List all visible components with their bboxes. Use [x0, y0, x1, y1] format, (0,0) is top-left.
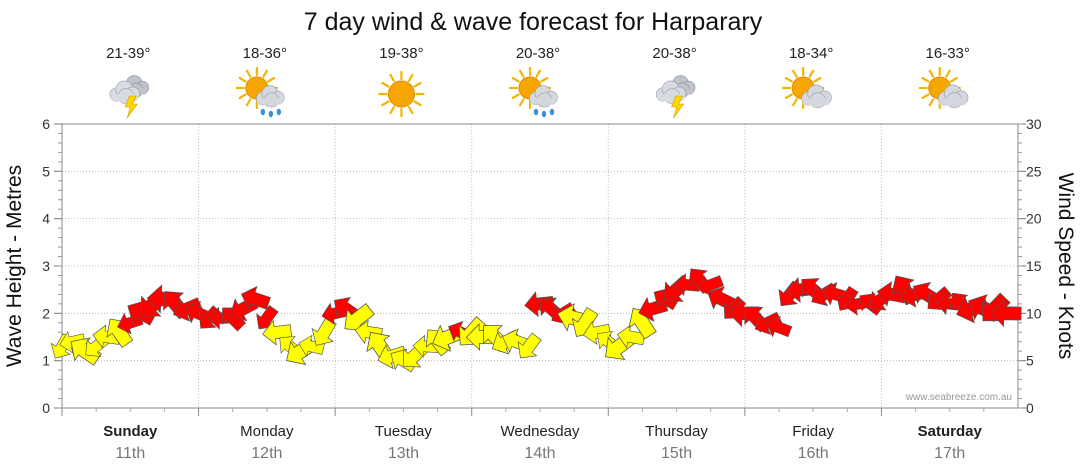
- grid-lines: [62, 124, 1018, 408]
- rain-drop-shape: [276, 108, 282, 116]
- temperature-label: 20-38°: [652, 45, 696, 62]
- left-tick-label: 6: [42, 116, 50, 132]
- right-tick-label: 20: [1026, 211, 1042, 227]
- wind-arrow: [707, 286, 737, 311]
- partly-cloudy-icon: [918, 66, 969, 110]
- temperature-label: 18-34°: [789, 45, 833, 62]
- left-axis-title: Wave Height - Metres: [3, 165, 26, 367]
- temperature-label: 21-39°: [106, 45, 150, 62]
- wind-arrow: [240, 285, 271, 311]
- wind-arrow: [524, 291, 555, 318]
- day-label: Wednesday: [501, 423, 580, 440]
- wind-arrows: [50, 268, 1022, 373]
- left-tick-label: 1: [42, 353, 50, 369]
- temperature-label: 20-38°: [516, 45, 560, 62]
- date-label: 17th: [934, 445, 965, 462]
- date-label: 15th: [661, 445, 692, 462]
- date-label: 14th: [524, 445, 555, 462]
- right-tick-label: 30: [1026, 116, 1042, 132]
- wind-arrow: [517, 332, 542, 359]
- left-axis: 0 1 2 3 4 5 6: [42, 116, 62, 416]
- day-label: Thursday: [645, 423, 708, 440]
- thunderstorm-icon: [655, 75, 696, 119]
- cloud-shape: [529, 85, 558, 108]
- wind-arrow: [262, 319, 293, 346]
- cloud-shape: [937, 84, 969, 109]
- thunderstorm-icon: [109, 75, 149, 119]
- wind-arrow: [311, 317, 337, 346]
- cloud-shape: [801, 84, 832, 109]
- day-headers: 21-39° 18-36° 19-38° 20-38° 20-38° 18-34° 16-3…: [106, 45, 970, 119]
- date-label: 12th: [251, 445, 282, 462]
- left-tick-label: 5: [42, 163, 50, 179]
- sun-icon: [378, 70, 425, 118]
- date-label: 13th: [388, 445, 419, 462]
- right-tick-label: 25: [1026, 163, 1042, 179]
- right-tick-label: 5: [1026, 353, 1034, 369]
- left-tick-label: 0: [42, 400, 50, 416]
- wind-arrow: [222, 307, 247, 332]
- cloud-shape: [255, 85, 285, 108]
- sun-cloud-rain-icon: [235, 66, 285, 118]
- left-tick-label: 3: [42, 258, 50, 274]
- temperature-label: 18-36°: [243, 45, 287, 62]
- day-label: Friday: [792, 423, 834, 440]
- wind-arrow: [990, 299, 1022, 328]
- x-axis: Sunday 11th Monday 12th Tuesday 13th Wednesday…: [61, 408, 985, 462]
- lightning-shape: [671, 95, 685, 119]
- rain-drop-shape: [549, 108, 555, 116]
- right-tick-label: 0: [1026, 400, 1034, 416]
- temperature-label: 16-33°: [926, 45, 970, 62]
- wind-arrow: [106, 318, 134, 349]
- left-tick-label: 2: [42, 305, 50, 321]
- date-label: 11th: [115, 445, 145, 462]
- right-tick-label: 10: [1026, 305, 1042, 321]
- partly-cloudy-icon: [782, 66, 832, 110]
- right-axis-title: Wind Speed - Knots: [1054, 173, 1077, 360]
- credit-text: www.seabreeze.com.au: [905, 392, 1012, 403]
- rain-drop-shape: [533, 108, 539, 116]
- day-label: Monday: [240, 423, 294, 440]
- day-label: Saturday: [918, 423, 983, 440]
- left-tick-label: 4: [42, 211, 50, 227]
- right-axis: 0 5 10 15 20 25 30: [1018, 116, 1042, 416]
- date-label: 16th: [798, 445, 829, 462]
- rain-drop-shape: [260, 108, 266, 116]
- sun-shape: [378, 70, 425, 118]
- lightning-shape: [124, 95, 138, 119]
- right-tick-label: 15: [1026, 258, 1042, 274]
- day-label: Sunday: [103, 423, 158, 440]
- wind-arrow: [582, 320, 612, 345]
- rain-drop-shape: [268, 110, 274, 118]
- day-label: Tuesday: [375, 423, 432, 440]
- rain-drop-shape: [541, 110, 547, 118]
- chart-title: 7 day wind & wave forecast for Harparary: [304, 8, 763, 36]
- sun-cloud-rain-icon: [508, 66, 558, 118]
- wind-arrow: [765, 315, 793, 338]
- temperature-label: 19-38°: [379, 45, 423, 62]
